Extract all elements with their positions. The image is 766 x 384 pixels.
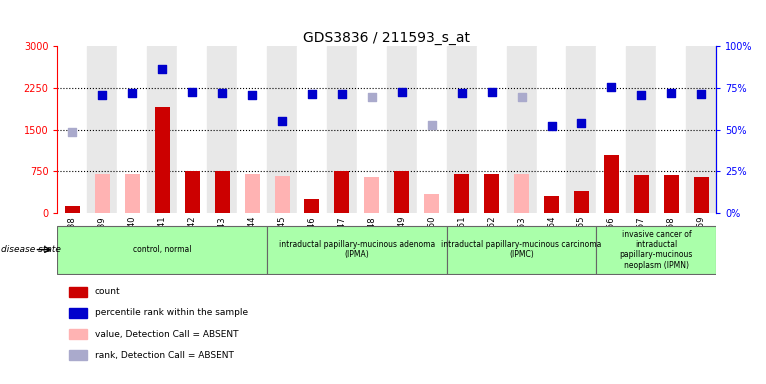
- Point: [365, 94, 378, 100]
- Bar: [394, 171, 409, 213]
- Point: [246, 91, 258, 98]
- Bar: [484, 174, 499, 213]
- Text: disease state: disease state: [1, 245, 61, 254]
- Bar: [424, 194, 439, 213]
- Point: [456, 90, 468, 96]
- Point: [336, 91, 348, 97]
- Bar: [297, 46, 327, 213]
- Bar: [125, 174, 139, 213]
- Point: [516, 94, 528, 100]
- Bar: [544, 197, 559, 213]
- Point: [605, 84, 617, 90]
- Text: percentile rank within the sample: percentile rank within the sample: [95, 308, 248, 318]
- Bar: [185, 171, 200, 213]
- Point: [545, 123, 558, 129]
- Bar: [476, 46, 506, 213]
- Bar: [694, 177, 709, 213]
- Bar: [536, 46, 567, 213]
- Bar: [506, 46, 536, 213]
- Bar: [87, 46, 117, 213]
- Bar: [454, 174, 469, 213]
- Text: intraductal papillary-mucinous carcinoma
(IPMC): intraductal papillary-mucinous carcinoma…: [441, 240, 602, 259]
- Point: [426, 121, 438, 127]
- Bar: [177, 46, 207, 213]
- Bar: [664, 175, 679, 213]
- Bar: [335, 171, 349, 213]
- Point: [156, 66, 169, 73]
- Bar: [117, 46, 147, 213]
- Bar: [597, 226, 716, 273]
- Bar: [214, 171, 230, 213]
- Point: [186, 89, 198, 95]
- Bar: [447, 46, 476, 213]
- Bar: [57, 46, 87, 213]
- Bar: [365, 177, 379, 213]
- Bar: [267, 46, 297, 213]
- Bar: [574, 191, 589, 213]
- Bar: [95, 174, 110, 213]
- Bar: [514, 174, 529, 213]
- Point: [216, 90, 228, 96]
- Bar: [237, 46, 267, 213]
- Point: [276, 118, 288, 124]
- Bar: [155, 107, 170, 213]
- Point: [67, 129, 79, 136]
- Text: invasive cancer of
intraductal
papillary-mucinous
neoplasm (IPMN): invasive cancer of intraductal papillary…: [620, 230, 693, 270]
- Point: [396, 89, 408, 95]
- Bar: [327, 46, 357, 213]
- Text: control, normal: control, normal: [133, 245, 192, 254]
- Bar: [267, 226, 447, 273]
- Bar: [447, 226, 597, 273]
- Title: GDS3836 / 211593_s_at: GDS3836 / 211593_s_at: [303, 31, 470, 45]
- Text: value, Detection Call = ABSENT: value, Detection Call = ABSENT: [95, 329, 238, 339]
- Bar: [357, 46, 387, 213]
- Bar: [656, 46, 686, 213]
- Bar: [633, 175, 649, 213]
- Text: count: count: [95, 287, 120, 296]
- Point: [97, 91, 109, 98]
- Bar: [244, 174, 260, 213]
- Text: rank, Detection Call = ABSENT: rank, Detection Call = ABSENT: [95, 351, 234, 360]
- Bar: [207, 46, 237, 213]
- Bar: [417, 46, 447, 213]
- Bar: [65, 207, 80, 213]
- Point: [695, 91, 707, 97]
- Bar: [147, 46, 177, 213]
- Bar: [604, 155, 619, 213]
- Point: [126, 90, 139, 96]
- Point: [486, 89, 498, 95]
- Bar: [304, 199, 319, 213]
- Bar: [274, 176, 290, 213]
- Point: [665, 90, 677, 96]
- Point: [635, 91, 647, 98]
- Bar: [567, 46, 597, 213]
- Bar: [686, 46, 716, 213]
- Bar: [597, 46, 627, 213]
- Bar: [387, 46, 417, 213]
- Text: intraductal papillary-mucinous adenoma
(IPMA): intraductal papillary-mucinous adenoma (…: [279, 240, 435, 259]
- Bar: [57, 226, 267, 273]
- Point: [306, 91, 318, 97]
- Bar: [627, 46, 656, 213]
- Point: [575, 120, 588, 126]
